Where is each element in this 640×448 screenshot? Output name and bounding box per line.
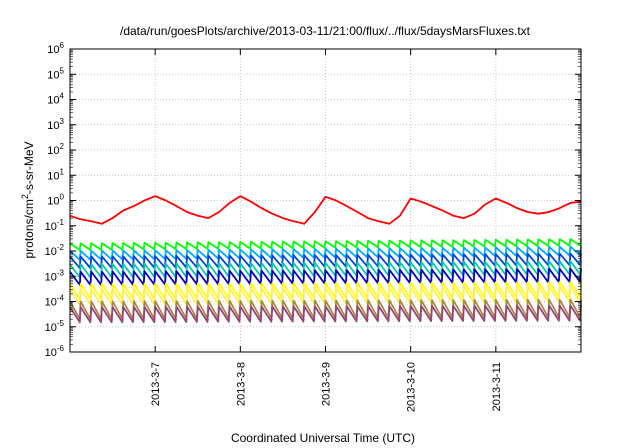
y-tick-label: 102 — [47, 142, 64, 157]
x-tick-label: 2013-3-11 — [491, 362, 503, 411]
y-axis-label-sup: 2 — [20, 194, 30, 199]
y-tick-label: 103 — [47, 117, 64, 132]
y-tick-label: 105 — [47, 66, 64, 81]
x-axis: 2013-3-7 2013-3-8 2013-3-9 2013-3-10 2013-3-… — [150, 49, 503, 412]
x-tick-label: 2013-3-9 — [321, 362, 333, 406]
series-line-7 — [69, 281, 582, 300]
chart-title: /data/run/goesPlots/archive/2013-03-11/2… — [120, 24, 531, 38]
y-tick-label: 10-6 — [45, 344, 65, 359]
series-layer — [69, 195, 582, 324]
series-line-9 — [69, 298, 582, 320]
series-line-10 — [69, 304, 582, 324]
series-line-4 — [69, 252, 582, 269]
y-axis-label-rest: -s-sr-MeV — [22, 141, 36, 194]
series-line-3 — [69, 245, 582, 261]
series-line-5 — [69, 260, 582, 279]
y-tick-label: 10-1 — [45, 218, 65, 233]
y-axis: 10-6 10-5 10-4 10-3 10-2 10-1 100 101 102 103 104 1… — [45, 41, 581, 359]
x-tick-label: 2013-3-10 — [406, 362, 418, 412]
series-line-1 — [69, 195, 582, 225]
x-tick-label: 2013-3-7 — [150, 362, 162, 406]
x-tick-label: 2013-3-8 — [235, 362, 247, 406]
y-tick-label: 106 — [47, 41, 64, 56]
y-axis-label-base: protons/cm — [22, 199, 36, 258]
series-line-2 — [69, 238, 582, 251]
series-line-6 — [69, 267, 582, 286]
y-tick-label: 10-5 — [45, 319, 65, 334]
series-line-8 — [69, 285, 582, 306]
y-tick-label: 101 — [47, 167, 64, 182]
y-tick-label: 100 — [47, 193, 64, 208]
y-axis-label: protons/cm2-s-sr-MeV — [20, 141, 36, 258]
y-tick-label: 104 — [47, 92, 64, 107]
y-tick-label: 10-3 — [45, 268, 65, 283]
y-tick-label: 10-2 — [45, 243, 65, 258]
x-axis-label: Coordinated Universal Time (UTC) — [231, 431, 415, 445]
y-tick-label: 10-4 — [45, 294, 65, 309]
